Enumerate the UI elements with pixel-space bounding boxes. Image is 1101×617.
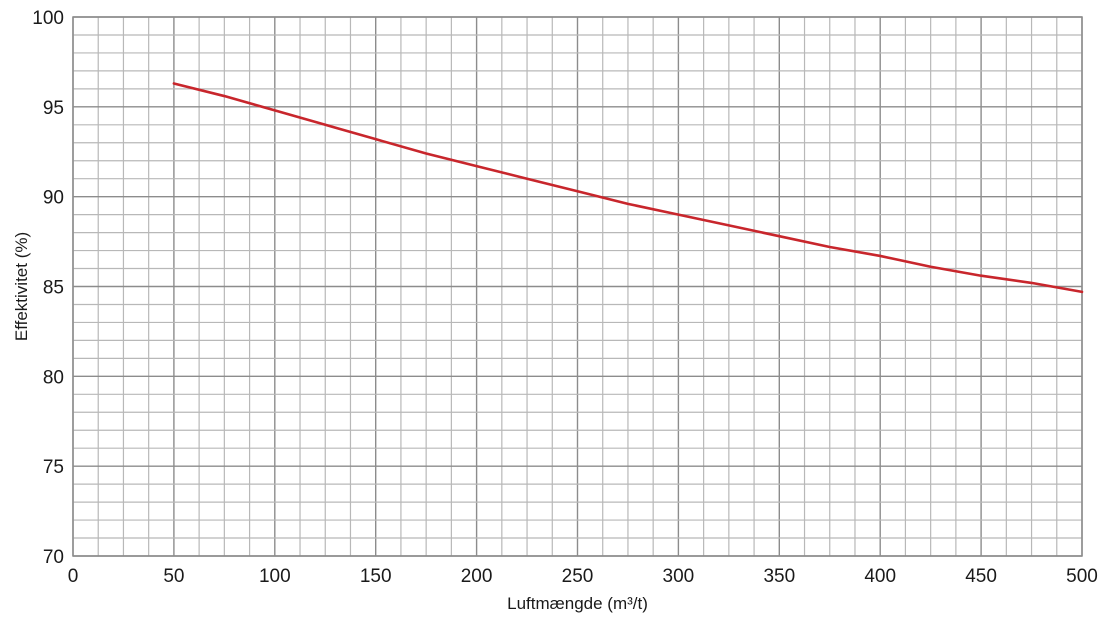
x-tick-labels: 0 50 100 150 200 250 300 350 400 450 500 (68, 566, 1098, 587)
grid (72, 16, 1083, 557)
efficiency-line (172, 82, 1084, 294)
y-tick-label: 100 (32, 8, 64, 29)
x-tick-label: 50 (163, 566, 184, 587)
x-tick-label: 150 (360, 566, 392, 587)
plot-frame (72, 16, 1083, 557)
x-tick-label: 100 (259, 566, 291, 587)
series-layer (172, 82, 1084, 294)
x-axis-label: Luftmængde (m³/t) (507, 594, 648, 613)
y-tick-label: 90 (43, 188, 64, 209)
x-tick-label: 300 (663, 566, 695, 587)
y-tick-label: 85 (43, 278, 64, 299)
y-tick-label: 70 (43, 547, 64, 568)
y-axis-label: Effektivitet (%) (12, 232, 31, 341)
x-tick-label: 500 (1066, 566, 1098, 587)
y-tick-labels: 70 75 80 85 90 95 100 (32, 8, 64, 568)
y-tick-label: 95 (43, 98, 64, 119)
x-tick-label: 250 (562, 566, 594, 587)
x-tick-label: 0 (68, 566, 79, 587)
x-tick-label: 350 (763, 566, 795, 587)
y-tick-label: 80 (43, 367, 64, 388)
x-tick-label: 400 (864, 566, 896, 587)
y-tick-label: 75 (43, 457, 64, 478)
x-tick-label: 200 (461, 566, 493, 587)
x-tick-label: 450 (965, 566, 997, 587)
